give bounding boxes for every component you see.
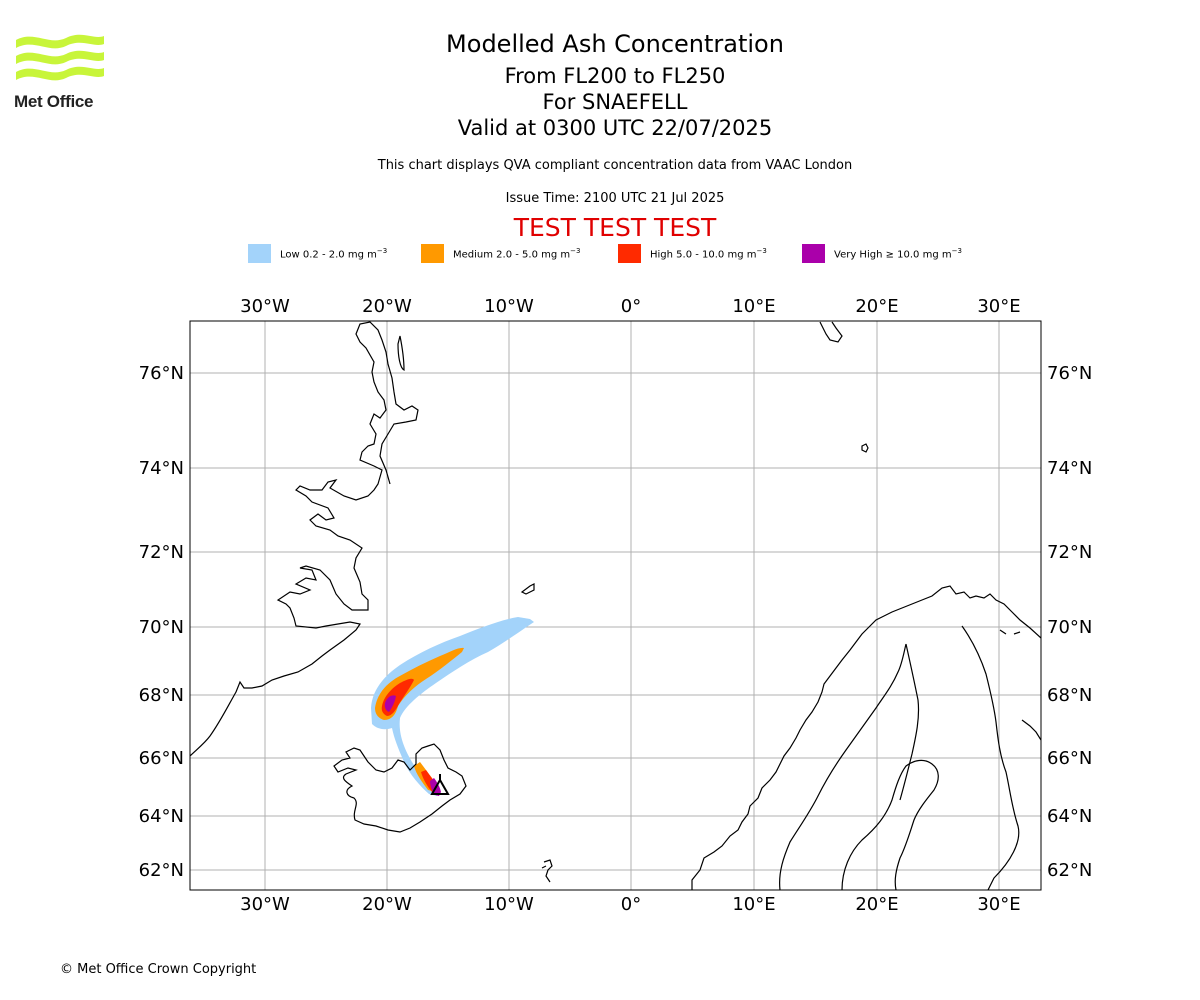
lat-tick-label: 68°N <box>1047 685 1092 706</box>
lon-tick-label: 30°E <box>977 296 1020 317</box>
met-office-wave-icon <box>16 34 104 81</box>
finland-border <box>899 643 920 801</box>
lon-tick-label: 30°W <box>240 296 290 317</box>
greenland-inlet <box>397 335 405 371</box>
lon-tick-label: 10°W <box>484 296 534 317</box>
lat-tick-label: 68°N <box>139 685 184 706</box>
ash-area-medium <box>375 647 464 792</box>
norway-islands <box>999 629 1041 741</box>
jan-mayen <box>520 583 535 595</box>
lon-tick-label: 10°E <box>732 296 775 317</box>
lon-tick-label: 20°W <box>362 296 412 317</box>
lon-tick-label: 0° <box>621 296 641 317</box>
graticule <box>190 321 1041 890</box>
ash-area-high <box>381 678 439 793</box>
test-banner: TEST TEST TEST <box>513 213 717 242</box>
flight-levels: From FL200 to FL250 <box>504 64 726 88</box>
lon-tick-label: 30°E <box>977 894 1020 915</box>
lat-tick-label: 66°N <box>1047 748 1092 769</box>
lat-tick-label: 70°N <box>1047 617 1092 638</box>
lon-tick-label: 0° <box>621 894 641 915</box>
legend-swatch-medium <box>421 244 444 263</box>
volcano-name: For SNAEFELL <box>542 90 688 114</box>
coastlines <box>190 321 1041 890</box>
lat-tick-label: 72°N <box>1047 542 1092 563</box>
lat-tick-label: 62°N <box>139 860 184 881</box>
lon-tick-label: 30°W <box>240 894 290 915</box>
legend-label-very-high: Very High ≥ 10.0 mg m−3 <box>834 247 962 261</box>
subtitle: This chart displays QVA compliant concen… <box>377 158 853 173</box>
lon-tick-label: 10°W <box>484 894 534 915</box>
lat-tick-label: 66°N <box>139 748 184 769</box>
lon-tick-label: 20°W <box>362 894 412 915</box>
legend-swatch-low <box>248 244 271 263</box>
svalbard <box>819 321 843 343</box>
lon-tick-labels-top: 30°W 20°W 10°W 0° 10°E 20°E 30°E <box>240 296 1020 317</box>
lat-tick-label: 76°N <box>139 363 184 384</box>
bear-island <box>861 443 869 453</box>
lat-tick-label: 74°N <box>139 458 184 479</box>
ash-area-very-high <box>384 695 441 796</box>
lon-tick-labels-bottom: 30°W 20°W 10°W 0° 10°E 20°E 30°E <box>240 894 1020 915</box>
map-frame <box>189 320 1042 891</box>
lon-tick-label: 20°E <box>855 296 898 317</box>
lat-tick-label: 62°N <box>1047 860 1092 881</box>
met-office-logo: Met Office <box>14 30 106 112</box>
lat-tick-label: 76°N <box>1047 363 1092 384</box>
copyright: © Met Office Crown Copyright <box>60 962 257 977</box>
iceland-coast <box>333 743 467 833</box>
greenland-coast <box>190 321 419 757</box>
ash-area-low <box>371 617 534 796</box>
legend-label-low: Low 0.2 - 2.0 mg m−3 <box>280 247 388 261</box>
baltic-coast <box>841 759 939 890</box>
legend-label-medium: Medium 2.0 - 5.0 mg m−3 <box>453 247 581 261</box>
norway-sweden-border <box>779 643 907 890</box>
ash-plume <box>371 617 534 796</box>
scandinavia-coast <box>691 585 1041 890</box>
legend-swatch-high <box>618 244 641 263</box>
lat-tick-label: 72°N <box>139 542 184 563</box>
issue-time: Issue Time: 2100 UTC 21 Jul 2025 <box>505 191 725 206</box>
finland-russia-border <box>961 625 1020 890</box>
lon-tick-label: 10°E <box>732 894 775 915</box>
lat-tick-labels-left: 76°N 74°N 72°N 70°N 68°N 66°N 64°N 62°N <box>139 363 184 881</box>
lat-tick-label: 64°N <box>1047 806 1092 827</box>
lat-tick-label: 70°N <box>139 617 184 638</box>
lat-tick-label: 74°N <box>1047 458 1092 479</box>
faroe-islands <box>541 859 553 883</box>
legend-swatch-very-high <box>802 244 825 263</box>
legend-label-high: High 5.0 - 10.0 mg m−3 <box>650 247 767 261</box>
chart-title: Modelled Ash Concentration <box>446 30 784 58</box>
lat-tick-labels-right: 76°N 74°N 72°N 70°N 68°N 66°N 64°N 62°N <box>1047 363 1092 881</box>
lat-tick-label: 64°N <box>139 806 184 827</box>
lon-tick-label: 20°E <box>855 894 898 915</box>
valid-time: Valid at 0300 UTC 22/07/2025 <box>457 116 773 140</box>
logo-text: Met Office <box>14 92 94 111</box>
volcano-triangle-icon <box>430 774 450 795</box>
